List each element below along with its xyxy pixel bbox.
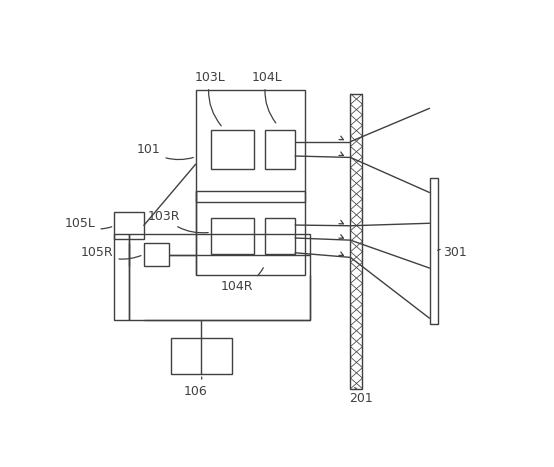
Bar [265,130,295,170]
Text: 103L: 103L [194,71,225,126]
Text: 106: 106 [184,377,208,398]
Bar [430,178,438,324]
Bar [143,243,170,266]
Bar [211,130,254,170]
Text: 104R: 104R [220,268,263,293]
Text: 105R: 105R [81,246,141,259]
Text: 101: 101 [137,143,193,160]
Bar [351,94,362,389]
Text: 201: 201 [350,388,373,405]
Bar [196,191,305,276]
Bar [265,218,295,254]
Text: 105L: 105L [65,217,112,230]
Text: 104L: 104L [252,71,282,123]
Text: 103R: 103R [147,210,208,233]
Bar [114,234,310,320]
Bar [114,212,143,240]
Bar [171,338,232,374]
Bar [211,218,254,254]
Text: 301: 301 [438,246,466,259]
Bar [196,90,305,202]
